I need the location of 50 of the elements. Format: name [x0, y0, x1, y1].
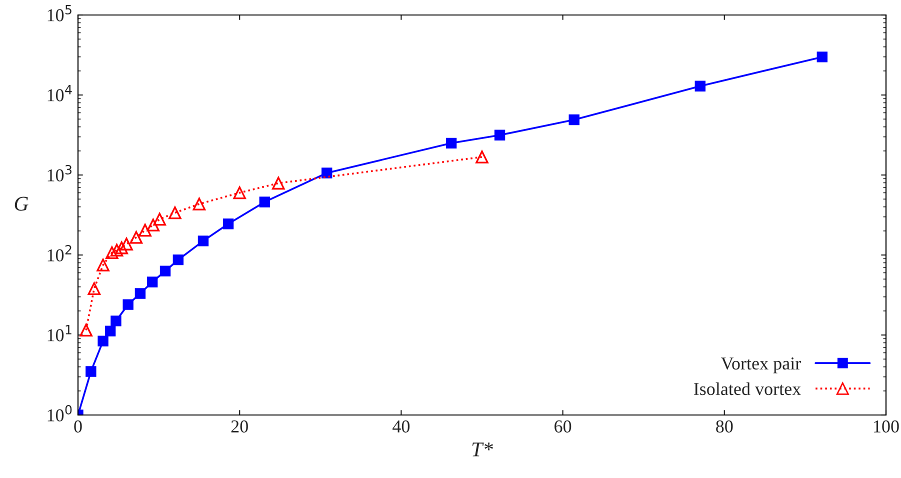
point [104, 326, 116, 336]
y-tick-label: 10$^{5}$ [48, 5, 72, 22]
point [168, 206, 182, 220]
point [138, 224, 152, 237]
point [146, 276, 158, 288]
point [192, 198, 206, 210]
point [816, 52, 828, 62]
point [160, 266, 171, 276]
point [110, 316, 122, 326]
point [146, 218, 160, 232]
point [86, 366, 96, 377]
point [198, 236, 209, 246]
point [153, 212, 166, 226]
y-tick-label: 10$^{3}$ [48, 164, 72, 182]
point [259, 196, 270, 208]
y-axis-title: G [14, 196, 28, 211]
point [233, 186, 246, 200]
legend-label: Isolated vortex [694, 382, 801, 396]
point [110, 244, 124, 257]
point [134, 288, 146, 299]
point [115, 241, 128, 254]
point [568, 114, 580, 126]
y-tick-label: 10$^{1}$ [48, 325, 72, 342]
point [130, 231, 143, 244]
point [494, 130, 506, 140]
point [476, 150, 488, 164]
point [272, 176, 285, 190]
point [88, 282, 101, 296]
point [80, 324, 92, 337]
point [322, 168, 332, 178]
x-axis-title: T* [472, 442, 493, 456]
point [694, 80, 706, 92]
x-tick-label: 0 [74, 420, 82, 433]
point [222, 218, 234, 230]
point [172, 254, 184, 266]
y-tick-label: 10$^{2}$ [48, 244, 72, 262]
point [96, 258, 110, 272]
point [106, 246, 118, 260]
x-tick-label: 100 [874, 420, 899, 433]
y-tick-label: 10$^{4}$ [48, 85, 72, 102]
x-tick-label: 40 [392, 420, 410, 433]
point [122, 299, 134, 310]
point [446, 138, 457, 149]
x-tick-label: 20 [231, 420, 248, 433]
x-tick-label: 80 [716, 420, 733, 433]
point [120, 238, 133, 250]
y-tick-label: 10$^{0}$ [48, 404, 72, 422]
point [98, 336, 108, 346]
legend-label: Vortex pair [720, 357, 801, 374]
x-tick-label: 60 [554, 420, 572, 433]
